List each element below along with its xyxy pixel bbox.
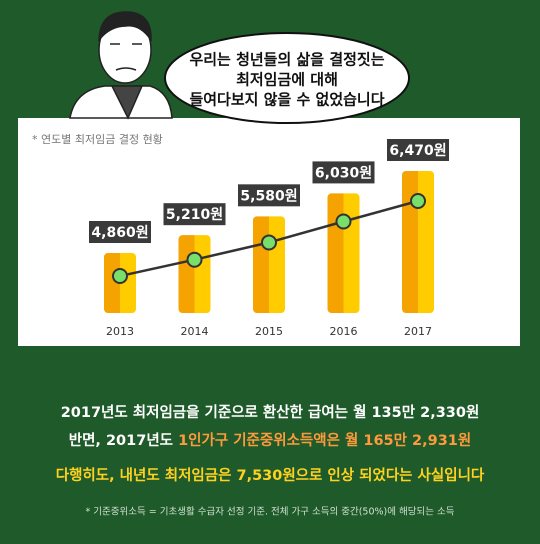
trend-point [410,193,426,209]
summary-highlight: 1인가구 기준중위소득액은 월 165만 2,931원 [178,431,471,449]
x-tick-label: 2013 [106,325,134,338]
x-tick-label: 2014 [181,325,209,338]
speech-bubble [164,32,410,124]
trend-point [261,234,277,251]
value-label-box [238,184,300,207]
value-label-box [312,161,375,184]
speech-text: 최저임금에 대해 [236,71,338,89]
summary-line: 다행히도, 내년도 최저임금은 7,530원으로 인상 되었다는 사실입니다 [56,466,485,484]
value-label-box [387,139,449,161]
bar [327,193,360,313]
summary-line: 반면, 2017년도 1인가구 기준중위소득액은 월 165만 2,931원 [69,431,472,449]
bar [178,235,211,313]
value-label: 4,860원 [91,225,148,241]
x-tick-label: 2016 [330,325,358,338]
bar [402,171,434,313]
x-tick-label: 2017 [404,325,432,338]
x-tick-label: 2015 [255,325,283,338]
value-label: 6,030원 [315,165,372,181]
trend-point [335,213,352,230]
trend-point [186,251,203,268]
footnote: * 기준중위소득 = 기초생활 수급자 선정 기준. 전체 가구 소득의 중간(… [86,506,455,518]
value-label: 5,210원 [166,207,223,223]
character [69,11,173,120]
value-label: 6,470원 [389,143,446,159]
speech-text: 들여다보지 않을 수 없었습니다 [189,91,384,109]
summary-line: 2017년도 최저임금을 기준으로 환산한 급여는 월 135만 2,330원 [61,403,480,421]
bar [253,216,285,313]
value-label-box [89,221,151,243]
value-label: 5,580원 [240,188,297,204]
chart-note: * 연도별 최저임금 결정 현황 [32,133,163,146]
summary-text: 반면, 2017년도 [69,432,178,449]
value-label-box [163,203,226,226]
speech-text: 우리는 청년들의 삶을 결정짓는 [189,51,384,69]
trend-point [112,268,128,284]
